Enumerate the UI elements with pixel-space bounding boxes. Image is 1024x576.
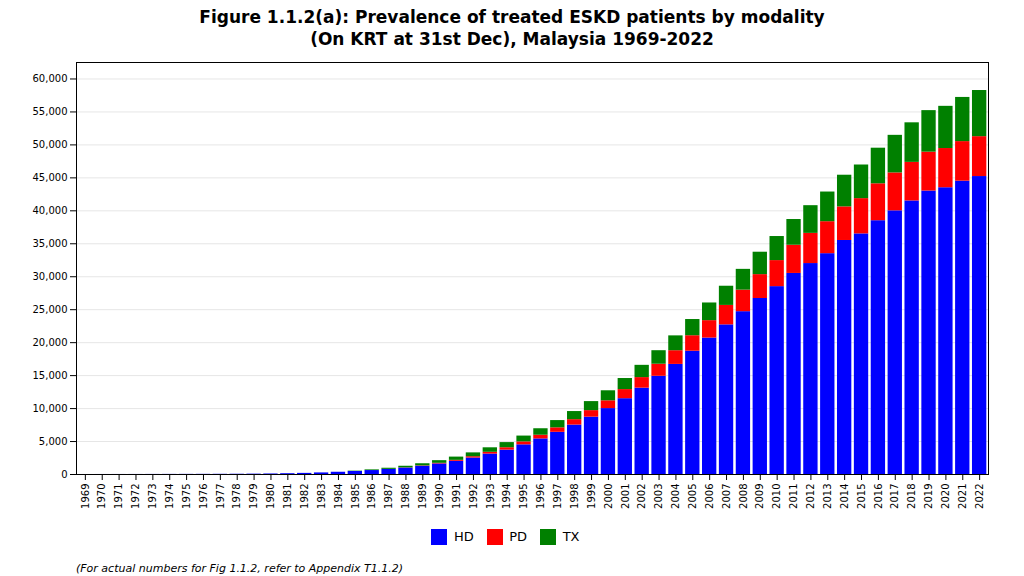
svg-text:2019: 2019 xyxy=(923,484,934,509)
svg-text:2015: 2015 xyxy=(856,484,867,509)
svg-text:2013: 2013 xyxy=(822,484,833,509)
svg-text:1972: 1972 xyxy=(130,484,141,509)
svg-text:2005: 2005 xyxy=(687,484,698,509)
svg-text:1977: 1977 xyxy=(215,484,226,509)
svg-text:1991: 1991 xyxy=(451,484,462,509)
svg-text:2022: 2022 xyxy=(974,484,985,509)
html-text:HD: HD xyxy=(454,529,474,544)
svg-text:1995: 1995 xyxy=(518,484,529,509)
svg-text:2008: 2008 xyxy=(738,484,749,509)
svg-text:2002: 2002 xyxy=(636,484,647,509)
svg-text:1990: 1990 xyxy=(434,484,445,509)
svg-text:1979: 1979 xyxy=(248,484,259,509)
svg-text:2010: 2010 xyxy=(771,484,782,509)
svg-text:1975: 1975 xyxy=(181,484,192,509)
svg-text:1973: 1973 xyxy=(147,484,158,509)
svg-text:2012: 2012 xyxy=(805,484,816,509)
svg-text:1997: 1997 xyxy=(552,484,563,509)
svg-text:1978: 1978 xyxy=(231,484,242,509)
svg-text:0: 0 xyxy=(61,469,67,480)
svg-text:10,000: 10,000 xyxy=(33,403,68,414)
svg-text:1983: 1983 xyxy=(316,484,327,509)
svg-text:5,000: 5,000 xyxy=(39,436,68,447)
html-text:TX: TX xyxy=(562,529,580,544)
svg-text:1988: 1988 xyxy=(400,484,411,509)
svg-text:1998: 1998 xyxy=(569,484,580,509)
svg-text:15,000: 15,000 xyxy=(33,370,68,381)
svg-text:2018: 2018 xyxy=(906,484,917,509)
svg-text:1999: 1999 xyxy=(586,484,597,509)
svg-text:1989: 1989 xyxy=(417,484,428,509)
svg-text:1996: 1996 xyxy=(535,484,546,509)
svg-text:1981: 1981 xyxy=(282,484,293,509)
svg-text:50,000: 50,000 xyxy=(33,139,68,150)
html-text:(For actual numbers for Fig 1.: (For actual numbers for Fig 1.1.2, refer… xyxy=(76,561,404,575)
svg-text:1993: 1993 xyxy=(485,484,496,509)
html-text:(On KRT at 31st Dec), Malaysia: (On KRT at 31st Dec), Malaysia 1969-2022 xyxy=(310,29,714,49)
svg-text:1986: 1986 xyxy=(366,484,377,509)
svg-text:1985: 1985 xyxy=(350,484,361,509)
svg-text:1984: 1984 xyxy=(333,484,344,509)
svg-text:2009: 2009 xyxy=(754,484,765,509)
svg-text:1982: 1982 xyxy=(299,484,310,509)
svg-text:1987: 1987 xyxy=(383,484,394,509)
svg-text:1974: 1974 xyxy=(164,484,175,509)
svg-text:1980: 1980 xyxy=(265,484,276,509)
svg-text:1971: 1971 xyxy=(113,484,124,509)
html-text:Figure 1.1.2(a): Prevalence of: Figure 1.1.2(a): Prevalence of treated E… xyxy=(199,7,825,27)
svg-text:20,000: 20,000 xyxy=(33,337,68,348)
html-text:PD: PD xyxy=(509,529,528,544)
svg-text:2001: 2001 xyxy=(620,484,631,509)
svg-text:2007: 2007 xyxy=(721,484,732,509)
svg-text:45,000: 45,000 xyxy=(33,172,68,183)
svg-text:40,000: 40,000 xyxy=(33,205,68,216)
svg-text:25,000: 25,000 xyxy=(33,304,68,315)
svg-text:1976: 1976 xyxy=(198,484,209,509)
svg-text:1994: 1994 xyxy=(501,484,512,509)
svg-text:35,000: 35,000 xyxy=(33,238,68,249)
svg-text:1970: 1970 xyxy=(96,484,107,509)
svg-text:2000: 2000 xyxy=(603,484,614,509)
svg-text:60,000: 60,000 xyxy=(33,73,68,84)
svg-text:2004: 2004 xyxy=(670,484,681,509)
svg-text:30,000: 30,000 xyxy=(33,271,68,282)
svg-text:2011: 2011 xyxy=(788,484,799,509)
svg-text:2014: 2014 xyxy=(839,484,850,509)
svg-text:2003: 2003 xyxy=(653,484,664,509)
svg-text:2006: 2006 xyxy=(704,484,715,509)
svg-text:1992: 1992 xyxy=(468,484,479,509)
svg-text:55,000: 55,000 xyxy=(33,106,68,117)
svg-text:1969: 1969 xyxy=(80,484,91,509)
svg-text:2021: 2021 xyxy=(957,484,968,509)
svg-text:2020: 2020 xyxy=(940,484,951,509)
svg-text:2017: 2017 xyxy=(889,484,900,509)
svg-text:2016: 2016 xyxy=(873,484,884,509)
